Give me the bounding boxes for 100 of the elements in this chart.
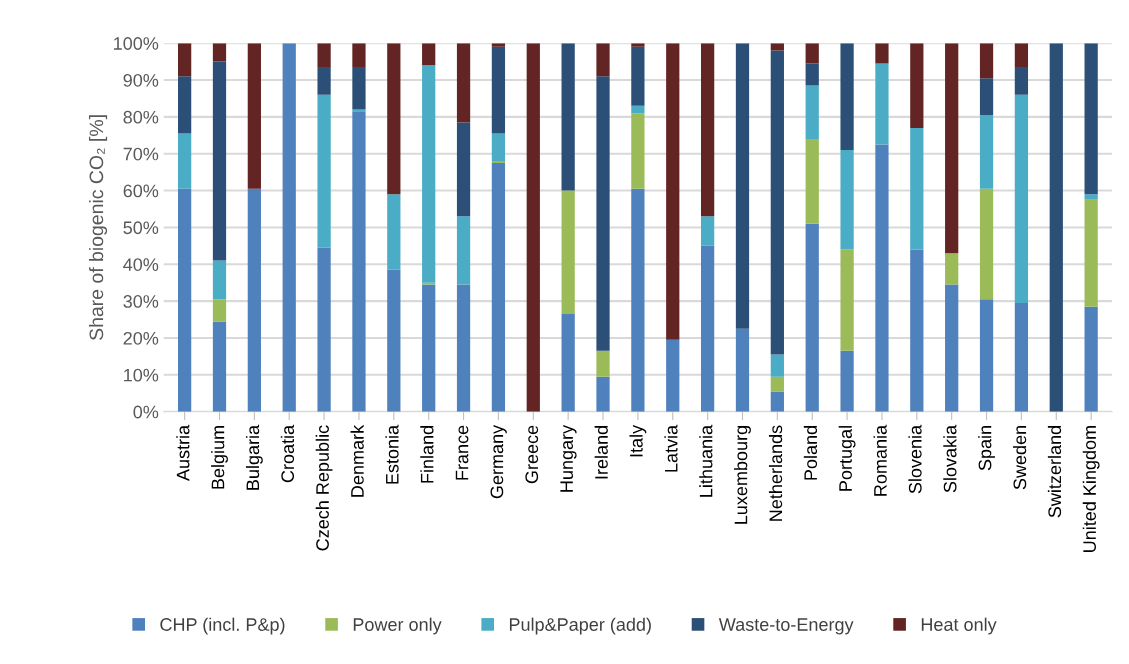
bar <box>805 43 819 64</box>
bar <box>631 46 645 106</box>
bar <box>840 150 854 250</box>
y-tick-label: 40% <box>123 258 159 271</box>
x-tick-label: Slovakia <box>943 424 957 493</box>
bar <box>352 67 366 110</box>
x-tick-label: France <box>455 425 469 480</box>
bar <box>770 391 784 412</box>
x-tick-label: Netherlands <box>768 425 783 521</box>
x-tick-label: Spain <box>978 426 995 471</box>
bar <box>700 245 715 412</box>
bar <box>491 46 506 134</box>
x-tick-label: Finland <box>420 426 434 483</box>
bar <box>212 260 227 300</box>
bar <box>770 43 784 51</box>
bar <box>561 43 575 191</box>
bar <box>317 67 331 95</box>
bar <box>910 127 924 250</box>
bar <box>770 354 784 377</box>
x-tick-label: Germany <box>490 424 507 499</box>
bar <box>1014 67 1029 95</box>
bar <box>282 43 296 412</box>
bar <box>700 43 715 217</box>
bar <box>212 43 227 62</box>
bar <box>770 376 784 392</box>
bar <box>875 43 889 64</box>
legend-label: Heat only <box>921 617 997 635</box>
bar <box>910 43 924 128</box>
bar <box>212 321 227 412</box>
bar <box>979 78 994 116</box>
x-tick-label: Poland <box>803 426 818 480</box>
x-tick-label: Austria <box>176 424 190 482</box>
bar <box>1014 302 1029 412</box>
bar <box>840 249 854 351</box>
bar <box>422 284 436 412</box>
x-tick-label: Sweden <box>1013 426 1027 490</box>
bar <box>735 43 750 329</box>
bar <box>1084 43 1098 195</box>
y-tick-label: 80% <box>123 110 159 124</box>
x-tick-label: Denmark <box>350 424 364 497</box>
x-tick-label: Croatia <box>280 424 295 483</box>
bar <box>910 249 924 412</box>
bar <box>422 65 436 283</box>
bar <box>317 43 331 68</box>
bar <box>979 115 994 189</box>
x-tick-label: Switzerland <box>1047 426 1062 518</box>
x-tick-label: Greece <box>525 425 539 484</box>
bar <box>178 188 192 412</box>
bar <box>631 105 645 114</box>
x-tick-label: Ireland <box>594 426 608 479</box>
bar <box>805 138 819 224</box>
bar <box>247 43 261 189</box>
bar <box>596 376 610 412</box>
bar <box>596 43 610 77</box>
bar <box>979 299 994 412</box>
x-tick-label: Slovenia <box>908 424 922 494</box>
bar <box>422 43 436 66</box>
x-tick-label: Italy <box>629 424 647 457</box>
bar <box>456 284 471 412</box>
bar <box>875 63 889 145</box>
y-tick-label: 70% <box>123 147 159 161</box>
bar <box>805 223 819 412</box>
y-axis-title: Share of biogenic CO₂ [%] <box>88 115 108 341</box>
bar <box>317 94 331 248</box>
bar <box>945 284 959 412</box>
bar <box>526 43 540 412</box>
bar <box>178 133 192 189</box>
y-tick-label: 0% <box>133 405 159 419</box>
bar <box>212 61 227 261</box>
x-tick-label: Czech Republic <box>315 425 333 551</box>
bar <box>178 76 192 134</box>
bar <box>735 328 750 412</box>
bar <box>456 122 471 217</box>
y-tick-label: 10% <box>124 368 159 382</box>
bar <box>491 162 506 412</box>
bar <box>352 111 366 412</box>
bar <box>945 253 959 285</box>
x-tick-label: Romania <box>873 424 887 496</box>
bar <box>700 216 715 246</box>
bar <box>1084 199 1098 307</box>
x-tick-label: Bulgaria <box>245 424 263 490</box>
y-tick-label: 50% <box>123 221 159 235</box>
x-tick-label: Portugal <box>838 426 856 491</box>
bar <box>387 269 401 412</box>
bar <box>1049 43 1063 412</box>
y-tick-label: 90% <box>123 73 159 87</box>
bar <box>596 350 610 377</box>
bar <box>456 216 471 285</box>
x-tick-label: United Kingdom <box>1082 426 1100 552</box>
bar <box>247 188 261 412</box>
bar <box>596 76 610 351</box>
bar <box>352 43 366 68</box>
bar <box>979 188 994 300</box>
bar <box>317 247 331 412</box>
bar <box>178 43 192 77</box>
bar <box>561 314 575 412</box>
bar <box>387 194 401 270</box>
legend-label: Waste-to-Energy <box>718 618 854 635</box>
x-tick-label: Lithuania <box>699 424 713 497</box>
bar <box>805 63 819 86</box>
